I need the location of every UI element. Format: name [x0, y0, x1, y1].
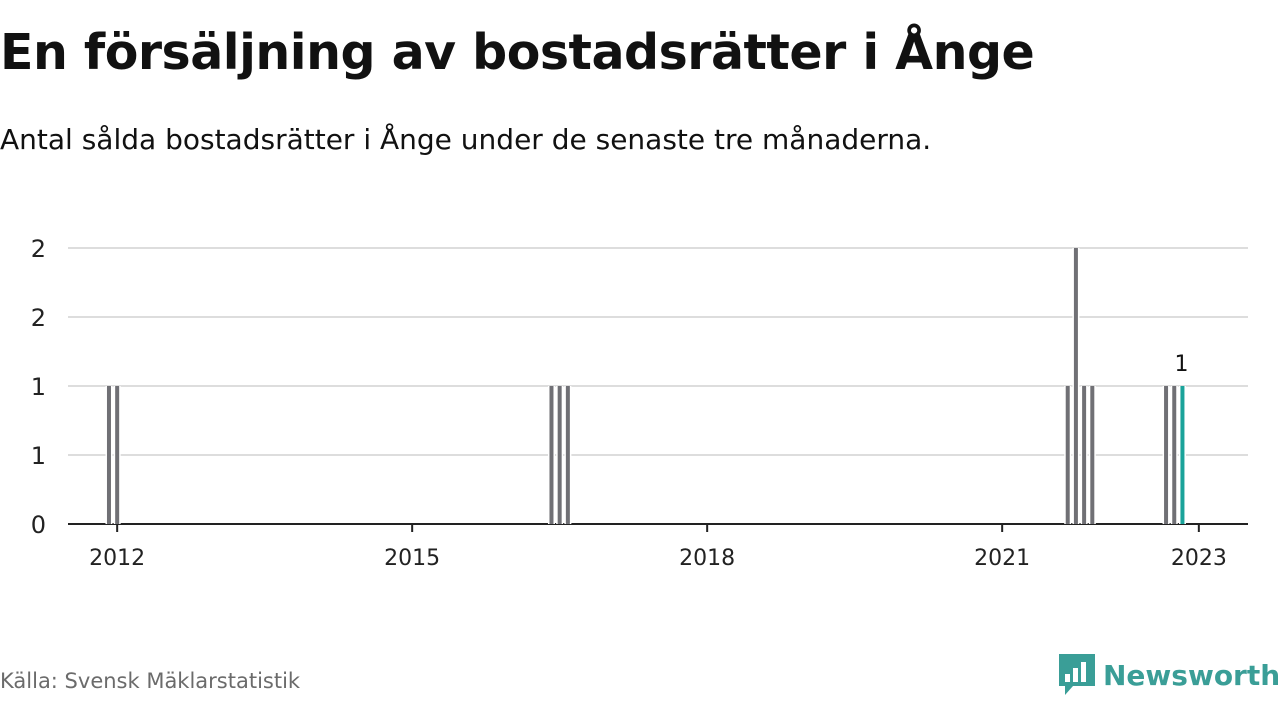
- y-tick-label: 0: [31, 511, 46, 539]
- x-tick-label: 2015: [384, 546, 440, 571]
- chart-title: En försäljning av bostadsrätter i Ånge: [0, 24, 1035, 81]
- source-note: Källa: Svensk Mäklarstatistik: [0, 669, 301, 693]
- bar-chart: 0 1 1 2 2 2012 2015 2018 2021 2023 1: [31, 235, 1248, 571]
- bar: [1073, 248, 1078, 524]
- x-tick-label: 2012: [89, 546, 145, 571]
- y-tick-label: 1: [31, 373, 46, 401]
- newsworthy-logo-icon: [1059, 654, 1095, 695]
- bar: [1164, 386, 1169, 524]
- bar: [565, 386, 570, 524]
- x-tick-label: 2018: [679, 546, 735, 571]
- brand-name: Newsworthy: [1103, 658, 1280, 692]
- highlight-value-label: 1: [1174, 352, 1188, 377]
- bar: [1172, 386, 1177, 524]
- y-tick-label: 2: [31, 235, 46, 263]
- bar: [106, 386, 111, 524]
- chart-subtitle: Antal sålda bostadsrätter i Ånge under d…: [0, 123, 932, 156]
- x-tick-label: 2021: [974, 546, 1030, 571]
- bar: [1065, 386, 1070, 524]
- bar: [115, 386, 120, 524]
- bar: [549, 386, 554, 524]
- highlighted-bar: [1180, 386, 1185, 524]
- bar: [1090, 386, 1095, 524]
- y-tick-label: 1: [31, 442, 46, 470]
- brand-logo: Newsworthy: [1059, 654, 1280, 696]
- x-tick-label: 2023: [1171, 546, 1227, 571]
- bar: [1082, 386, 1087, 524]
- bar: [557, 386, 562, 524]
- y-tick-label: 2: [31, 304, 46, 332]
